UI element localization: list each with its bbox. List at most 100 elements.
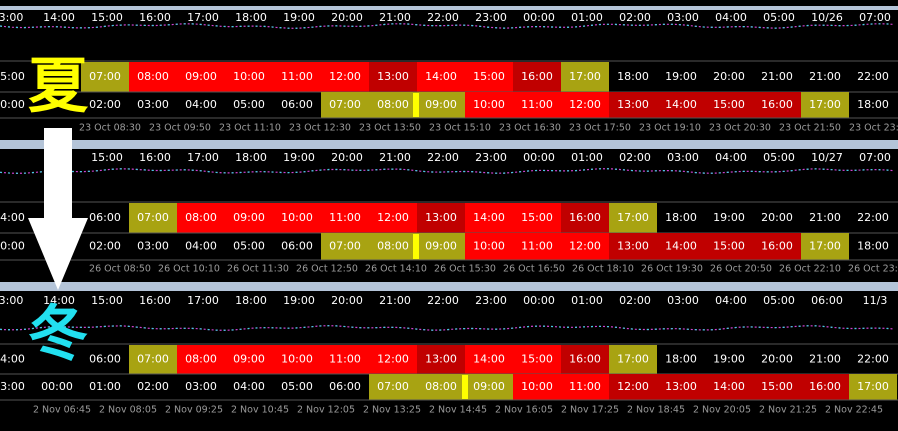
time-label: 17:00 [187, 11, 219, 24]
session-cell [225, 62, 273, 92]
date-label: 26 Oct 20:50 [710, 264, 772, 275]
date-label: 26 Oct 16:50 [503, 264, 565, 275]
time-label: 05:00 [763, 151, 795, 164]
session-label: 05:00 [233, 240, 265, 253]
time-label: 03:00 [667, 294, 699, 307]
session-cell [177, 203, 225, 233]
winter-label: 冬 [28, 300, 88, 370]
session-label: 21:00 [809, 70, 841, 83]
session-cell [417, 203, 465, 233]
session-label: 12:00 [569, 240, 601, 253]
time-label: 19:00 [283, 294, 315, 307]
session-label: 11:00 [569, 380, 601, 393]
session-cell [609, 203, 657, 233]
session-label: 03:00 [137, 240, 169, 253]
session-label: 12:00 [377, 353, 409, 366]
session-label: 10:00 [233, 70, 265, 83]
time-label: 11/3 [863, 294, 888, 307]
session-label: 14:00 [425, 70, 457, 83]
time-label: 18:00 [235, 294, 267, 307]
session-cell [849, 374, 897, 400]
session-label: 09:00 [425, 240, 457, 253]
session-cell [705, 233, 753, 260]
date-label: 26 Oct 10:10 [158, 264, 220, 275]
time-label: 00:00 [523, 294, 555, 307]
time-label: 18:00 [235, 151, 267, 164]
session-cell [513, 92, 561, 118]
session-label: 17:00 [617, 353, 649, 366]
session-label: 17:00 [569, 70, 601, 83]
session-label: 17:00 [617, 211, 649, 224]
session-cell [753, 92, 801, 118]
time-label: 16:00 [139, 151, 171, 164]
session-label: 12:00 [329, 70, 361, 83]
date-label: 26 Oct 14:10 [365, 264, 427, 275]
session-cell [561, 92, 609, 118]
session-cell [561, 203, 609, 233]
session-label: 14:00 [473, 353, 505, 366]
session-label: 05:00 [281, 380, 313, 393]
time-label: 20:00 [331, 294, 363, 307]
time-label: 07:00 [859, 11, 891, 24]
session-cell [321, 62, 369, 92]
session-label: 08:00 [185, 353, 217, 366]
session-label: 10:00 [521, 380, 553, 393]
session-label: 05:00 [233, 98, 265, 111]
session-cell [561, 374, 609, 400]
session-label: 07:00 [329, 98, 361, 111]
session-label: 07:00 [329, 240, 361, 253]
session-label: 14:00 [713, 380, 745, 393]
session-label: 15:00 [521, 211, 553, 224]
session-label: 08:00 [137, 70, 169, 83]
session-cell [369, 203, 417, 233]
session-label: 00:00 [41, 380, 73, 393]
time-label: 01:00 [571, 11, 603, 24]
time-label: 07:00 [859, 151, 891, 164]
session-label: 07:00 [377, 380, 409, 393]
session-label: 09:00 [233, 211, 265, 224]
session-cell [609, 374, 657, 400]
time-label: 01:00 [571, 294, 603, 307]
time-label: 00:00 [523, 11, 555, 24]
session-cell [129, 203, 177, 233]
session-cell [273, 62, 321, 92]
time-label: 19:00 [283, 151, 315, 164]
panel-separator [0, 140, 898, 149]
session-label: 13:00 [425, 353, 457, 366]
session-label: 18:00 [665, 211, 697, 224]
time-label: 19:00 [283, 11, 315, 24]
session-label: 11:00 [281, 70, 313, 83]
date-label: 26 Oct 22:10 [779, 264, 841, 275]
session-label: 09:00 [185, 70, 217, 83]
session-label: 13:00 [617, 240, 649, 253]
date-label: 23 Oct 16:30 [499, 123, 561, 134]
session-cell [129, 62, 177, 92]
session-label: 03:00 [185, 380, 217, 393]
session-cell [657, 374, 705, 400]
time-label: 10/26 [811, 11, 843, 24]
session-label: 09:00 [425, 98, 457, 111]
session-label: 06:00 [281, 240, 313, 253]
session-cell [513, 203, 561, 233]
session-label: 06:00 [89, 353, 121, 366]
session-label: 00:00 [0, 240, 25, 253]
date-label: 23 Oct 17:50 [569, 123, 631, 134]
date-label: 2 Nov 18:45 [627, 405, 685, 416]
session-label: 08:00 [377, 240, 409, 253]
time-label: 04:00 [715, 11, 747, 24]
time-label: 03:00 [667, 11, 699, 24]
session-cell [561, 62, 609, 92]
session-label: 16:00 [761, 240, 793, 253]
session-label: 06:00 [281, 98, 313, 111]
session-label: 04:00 [0, 211, 25, 224]
session-label: 07:00 [137, 211, 169, 224]
session-label: 13:00 [617, 98, 649, 111]
session-label: 21:00 [809, 353, 841, 366]
session-cell [417, 233, 465, 260]
date-label: 23 Oct 19:10 [639, 123, 701, 134]
time-label: 04:00 [715, 294, 747, 307]
session-cell [465, 62, 513, 92]
price-trace [0, 168, 895, 174]
session-cell [801, 233, 849, 260]
